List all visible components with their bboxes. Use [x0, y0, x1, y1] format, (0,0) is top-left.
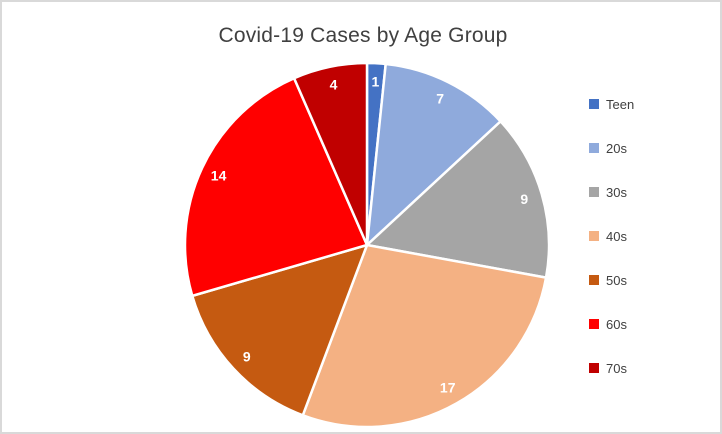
legend-swatch-70s [589, 363, 599, 373]
pie-slice-70s[interactable] [292, 61, 369, 247]
legend-item-70s[interactable]: 70s [589, 358, 634, 378]
legend-label-30s: 30s [606, 184, 627, 200]
pie-slice-50s[interactable] [191, 243, 369, 417]
legend-swatch-40s [589, 231, 599, 241]
legend-label-60s: 60s [606, 316, 627, 332]
pie-data-label-40s: 17 [440, 380, 456, 396]
legend-item-teen[interactable]: Teen [589, 94, 634, 114]
legend-swatch-teen [589, 99, 599, 109]
pie-data-label-teen: 1 [372, 73, 380, 89]
pie-slice-20s[interactable] [365, 62, 502, 247]
pie-data-label-70s: 4 [330, 77, 338, 93]
legend-label-20s: 20s [606, 140, 627, 156]
pie-slice-40s[interactable] [301, 243, 548, 429]
chart-title: Covid-19 Cases by Age Group [218, 24, 508, 47]
legend-item-50s[interactable]: 50s [589, 270, 634, 290]
pie-slice-60s[interactable] [183, 76, 369, 298]
legend-swatch-50s [589, 275, 599, 285]
legend-item-30s[interactable]: 30s [589, 182, 634, 202]
legend-item-20s[interactable]: 20s [589, 138, 634, 158]
legend-swatch-20s [589, 143, 599, 153]
legend-label-teen: Teen [606, 96, 635, 112]
legend: Teen 20s 30s 40s 50s 60s 70s [589, 94, 634, 378]
pie-data-label-60s: 14 [211, 168, 227, 184]
legend-item-40s[interactable]: 40s [589, 226, 634, 246]
pie-data-label-50s: 9 [243, 348, 251, 364]
pie-data-label-20s: 7 [436, 91, 444, 107]
legend-item-60s[interactable]: 60s [589, 314, 634, 334]
legend-label-70s: 70s [606, 360, 627, 376]
legend-swatch-60s [589, 319, 599, 329]
legend-swatch-30s [589, 187, 599, 197]
pie-slice-30s[interactable] [365, 120, 551, 279]
pie-data-label-30s: 9 [520, 191, 528, 207]
legend-label-40s: 40s [606, 228, 627, 244]
legend-label-50s: 50s [606, 272, 627, 288]
